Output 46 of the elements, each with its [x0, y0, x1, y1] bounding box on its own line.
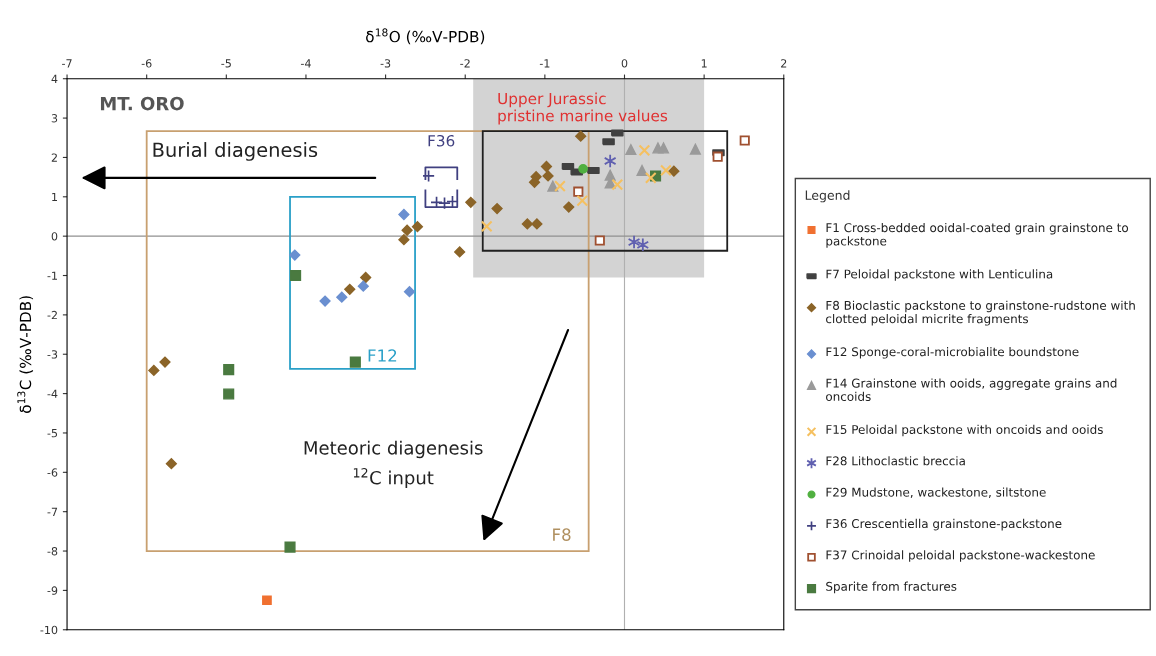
annotation: Meteoric diagenesis $^{12}$C input — [304, 440, 483, 489]
y-tick-label: -9 — [47, 586, 58, 595]
legend-label: F28 Lithoclastic breccia — [826, 456, 965, 466]
y-tick-label: -2 — [47, 310, 57, 320]
legend-label: Sparite from fractures — [826, 581, 957, 594]
y-tick-label: -6 — [47, 468, 58, 477]
y-tick-label: 0 — [51, 232, 58, 241]
y-tick-label: 1 — [52, 192, 57, 202]
y-axis-title: δ$^{13}$C (‰V-PDB) — [17, 296, 34, 413]
x-tick-label: -3 — [380, 59, 391, 68]
annotation: Burial diagenesis — [153, 142, 318, 161]
legend-label: F8 Bioclastic packstone to grainstone-rudstone with clotted peloidal micrite fragments — [826, 300, 1135, 326]
annotation: F8 — [553, 528, 571, 541]
y-tick-label: -10 — [40, 625, 58, 635]
y-tick-label: 2 — [51, 153, 57, 162]
x-tick-label: 2 — [781, 59, 787, 68]
y-tick-label: -1 — [47, 271, 57, 280]
legend-label: F7 Peloidal packstone with Lenticulina — [826, 269, 1053, 281]
legend-label: F12 Sponge-coral-microbialite boundstone — [826, 347, 1079, 359]
x-tick-label: -2 — [460, 59, 470, 68]
x-tick-label: 1 — [701, 59, 707, 68]
y-tick-label: 3 — [51, 114, 58, 123]
x-tick-label: -1 — [539, 59, 550, 68]
legend-label: F15 Peloidal packstone with oncoids and ooids — [826, 424, 1103, 437]
annotation: MT. ORO — [100, 96, 184, 111]
y-tick-label: -8 — [47, 547, 58, 556]
x-tick-label: -6 — [141, 59, 152, 68]
x-tick-label: -7 — [62, 59, 72, 68]
legend-label: F29 Mudstone, wackestone, siltstone — [826, 487, 1046, 498]
x-tick-label: -4 — [300, 59, 311, 68]
y-tick-label: -4 — [47, 389, 58, 398]
legend-label: F37 Crinoidal peloidal packstone-wackestone — [826, 550, 1095, 562]
annotation: F12 — [368, 349, 397, 362]
x-tick-label: 0 — [621, 59, 628, 68]
annotation: F36 — [428, 134, 455, 147]
y-tick-label: 4 — [51, 74, 58, 83]
legend-label: F36 Crescentiella grainstone-packstone — [826, 518, 1062, 531]
annotation: Upper Jurassic pristine marine values — [498, 92, 668, 125]
x-axis-title: δ$^{18}$O (‰V-PDB) — [366, 28, 485, 45]
y-tick-label: -3 — [47, 350, 58, 359]
y-tick-label: -5 — [47, 429, 58, 438]
legend-title: Legend — [805, 190, 850, 203]
legend-label: F14 Grainstone with ooids, aggregate grains and oncoids — [826, 378, 1117, 402]
legend-label: F1 Cross-bedded ooidal-coated grain grainstone to packstone — [826, 222, 1129, 248]
x-tick-label: -5 — [221, 59, 231, 68]
y-tick-label: -7 — [47, 507, 58, 516]
